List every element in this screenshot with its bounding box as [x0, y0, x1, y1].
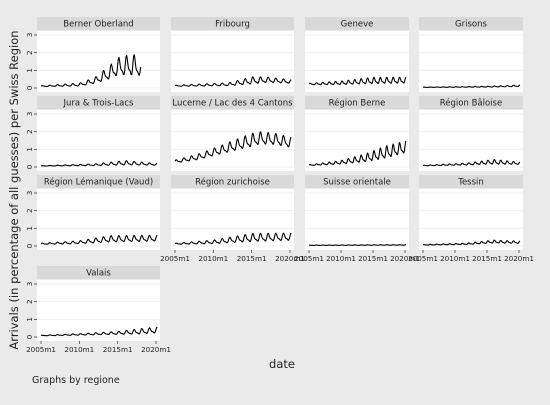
y-tick-label-region-lemanique-vaud-3: 3	[25, 191, 34, 196]
x-tick-label-valais-2: 2015m1	[103, 345, 133, 354]
panel-title-region-zurichoise: Région zurichoise	[195, 177, 270, 188]
x-tick-label-valais-0: 2005m1	[26, 345, 56, 354]
panel-plot-region-lemanique-vaud	[37, 189, 160, 250]
panel-strip-grisons	[419, 17, 523, 30]
panel-plot-region-baloise	[419, 110, 523, 171]
y-tick-label-valais-3: 3	[25, 282, 34, 287]
y-tick-label-valais-0: 0	[25, 334, 34, 339]
series-line-region-baloise	[422, 158, 521, 167]
series-line-region-lemanique-vaud	[40, 234, 158, 245]
panel-plot-suisse-orientale	[305, 189, 409, 250]
panel-strip-fribourg	[171, 17, 294, 30]
y-tick-label-jura-trois-lacs-3: 3	[25, 112, 34, 117]
y-tick-label-berner-oberland-3: 3	[25, 33, 34, 38]
panel-strip-region-zurichoise	[171, 175, 294, 188]
y-tick-label-valais-1: 1	[25, 317, 34, 322]
y-tick-label-berner-oberland-0: 0	[25, 85, 34, 90]
panel-strip-region-lemanique-vaud	[37, 175, 160, 188]
series-line-region-zurichoise	[174, 232, 292, 245]
panel-title-geneve: Geneve	[341, 20, 374, 30]
x-tick-label-suisse-orientale-2: 2015m1	[358, 254, 388, 263]
series-line-jura-trois-lacs	[40, 160, 158, 167]
panel-plot-region-berne	[305, 110, 409, 171]
x-axis-title: date	[269, 357, 295, 371]
x-tick-label-tessin-2: 2015m1	[472, 254, 502, 263]
panel-title-lucerne-lac-des-4-cantons: Lucerne / Lac des 4 Cantons	[172, 99, 293, 109]
x-tick-label-suisse-orientale-3: 2020m1	[390, 254, 420, 263]
x-tick-label-suisse-orientale-0: 2005m1	[294, 254, 324, 263]
y-tick-label-berner-oberland-1: 1	[25, 68, 34, 73]
panel-strip-lucerne-lac-des-4-cantons	[171, 96, 294, 109]
y-tick-label-berner-oberland-2: 2	[25, 50, 34, 55]
panel-strip-suisse-orientale	[305, 175, 409, 188]
series-line-geneve	[308, 76, 407, 86]
panel-title-region-baloise: Région Bâloise	[440, 98, 502, 109]
y-tick-label-jura-trois-lacs-1: 1	[25, 147, 34, 152]
y-tick-label-region-lemanique-vaud-1: 1	[25, 226, 34, 231]
panel-strip-geneve	[305, 17, 409, 30]
panel-strip-jura-trois-lacs	[37, 96, 160, 109]
x-tick-label-region-zurichoise-1: 2010m1	[198, 254, 228, 263]
panel-plot-tessin	[419, 189, 523, 250]
series-line-valais	[40, 326, 158, 337]
panel-plot-fribourg	[171, 31, 294, 92]
x-tick-label-region-zurichoise-3: 2020m1	[275, 254, 305, 263]
panel-plot-grisons	[419, 31, 523, 92]
y-tick-label-jura-trois-lacs-0: 0	[25, 164, 34, 169]
series-line-fribourg	[174, 76, 292, 87]
y-tick-label-jura-trois-lacs-2: 2	[25, 129, 34, 134]
panel-strip-region-baloise	[419, 96, 523, 109]
panel-title-valais: Valais	[86, 269, 111, 279]
x-tick-label-tessin-3: 2020m1	[504, 254, 534, 263]
panel-title-grisons: Grisons	[455, 20, 487, 30]
panels-layer: Berner Oberland 0 1 2 3 Fribourg Geneve Grisons…	[25, 17, 534, 354]
y-tick-label-region-lemanique-vaud-0: 0	[25, 243, 34, 248]
panel-title-tessin: Tessin	[457, 178, 484, 188]
panel-plot-valais	[37, 280, 160, 341]
series-line-lucerne-lac-des-4-cantons	[174, 131, 292, 163]
panel-strip-berner-oberland	[37, 17, 160, 30]
series-line-grisons	[422, 84, 521, 88]
y-axis-title: Arrivals (in percentage of all guesses) …	[7, 30, 21, 349]
x-tick-label-region-zurichoise-0: 2005m1	[160, 254, 190, 263]
panel-strip-valais	[37, 266, 160, 279]
note-text: Graphs by regione	[32, 375, 120, 386]
panel-plot-berner-oberland	[37, 31, 160, 92]
panel-title-region-lemanique-vaud: Région Lémanique (Vaud)	[44, 177, 153, 188]
x-tick-label-region-zurichoise-2: 2015m1	[237, 254, 267, 263]
labels-layer: Arrivals (in percentage of all guesses) …	[7, 30, 295, 386]
series-line-region-berne	[308, 140, 407, 166]
panel-title-fribourg: Fribourg	[215, 20, 250, 30]
panel-title-berner-oberland: Berner Oberland	[63, 20, 133, 30]
series-line-tessin	[422, 239, 521, 246]
series-line-suisse-orientale	[308, 244, 407, 246]
x-tick-label-tessin-1: 2010m1	[440, 254, 470, 263]
panel-plot-jura-trois-lacs	[37, 110, 160, 171]
y-tick-label-valais-2: 2	[25, 299, 34, 304]
x-tick-label-tessin-0: 2005m1	[408, 254, 438, 263]
x-tick-label-suisse-orientale-1: 2010m1	[326, 254, 356, 263]
panel-strip-region-berne	[305, 96, 409, 109]
x-tick-label-valais-3: 2020m1	[141, 345, 171, 354]
panel-strip-tessin	[419, 175, 523, 188]
panel-title-region-berne: Région Berne	[329, 98, 386, 109]
panel-title-suisse-orientale: Suisse orientale	[323, 178, 391, 188]
series-line-berner-oberland	[40, 54, 142, 88]
panel-plot-lucerne-lac-des-4-cantons	[171, 110, 294, 171]
panel-title-jura-trois-lacs: Jura & Trois-Lacs	[63, 99, 135, 109]
x-tick-label-valais-1: 2010m1	[64, 345, 94, 354]
y-tick-label-region-lemanique-vaud-2: 2	[25, 208, 34, 213]
